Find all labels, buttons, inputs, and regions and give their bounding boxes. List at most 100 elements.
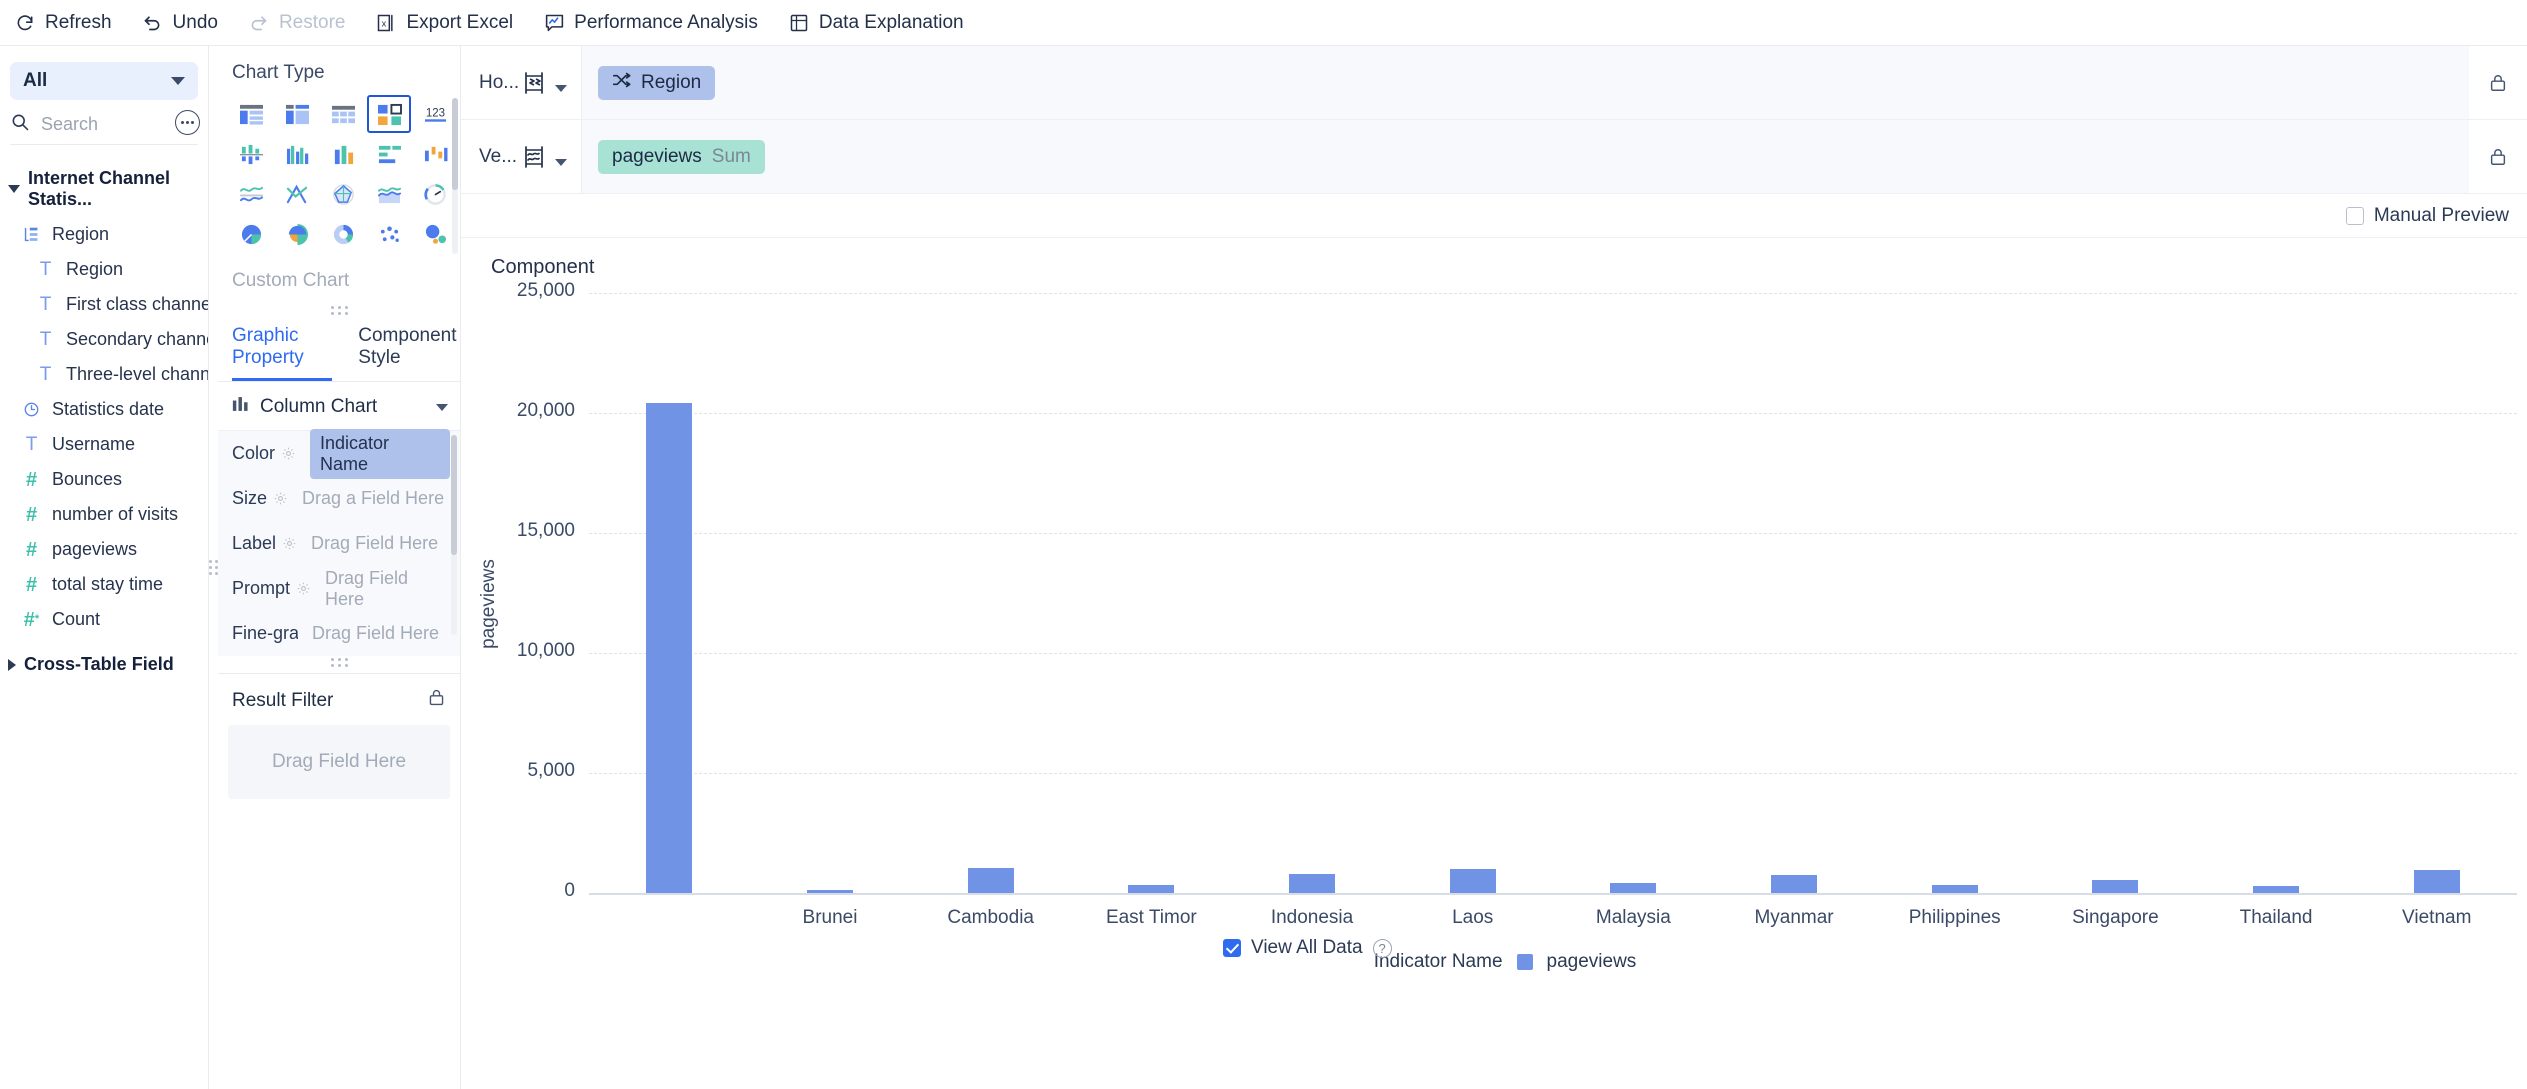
chart-type-indicator-card[interactable] xyxy=(366,94,412,134)
workspace: All Internet Channel Statis... xyxy=(0,46,2527,1089)
gear-icon[interactable] xyxy=(296,581,311,596)
sidebar-field-pageviews[interactable]: # pageviews xyxy=(0,532,208,567)
chart-type-column-chart[interactable] xyxy=(320,134,366,174)
property-value-slot[interactable]: Indicator Name xyxy=(310,428,450,479)
restore-button[interactable]: Restore xyxy=(248,12,345,34)
vertical-axis-icon[interactable] xyxy=(519,142,549,172)
tree-root-internet-channel[interactable]: Internet Channel Statis... xyxy=(0,161,208,217)
chart-type-bar-chart[interactable] xyxy=(366,134,412,174)
chart-type-scrollbar-thumb[interactable] xyxy=(452,98,458,190)
sidebar-field-first-class-channel-name[interactable]: T First class channel name xyxy=(0,287,208,322)
tree-cross-table-field[interactable]: Cross-Table Field xyxy=(0,647,208,682)
horizontal-axis-lock[interactable] xyxy=(2469,73,2527,93)
bar[interactable] xyxy=(1289,873,1336,893)
chart-type-line-chart[interactable] xyxy=(228,174,274,214)
chart-type-group-table[interactable] xyxy=(274,94,320,134)
bar[interactable] xyxy=(2092,879,2139,893)
bar[interactable] xyxy=(807,889,853,893)
bar[interactable] xyxy=(1610,883,1657,893)
property-value-slot[interactable]: Drag Field Here xyxy=(325,567,409,609)
tab-graphic-property[interactable]: Graphic Property xyxy=(232,325,333,381)
horizontal-axis-dropdown-caret[interactable] xyxy=(555,85,567,92)
sidebar-field-region[interactable]: T Region xyxy=(0,252,208,287)
property-label: Fine-grained xyxy=(232,623,298,643)
column-chart-section-header[interactable]: Column Chart xyxy=(218,382,460,431)
horizontal-axis-icon[interactable] xyxy=(519,68,549,98)
bar[interactable] xyxy=(1128,885,1175,893)
vertical-axis-dropdown-caret[interactable] xyxy=(555,159,567,166)
property-row-size[interactable]: Size Drag a Field Here xyxy=(218,476,460,521)
field-pill-indicator-name[interactable]: Indicator Name xyxy=(310,428,450,479)
undo-button[interactable]: Undo xyxy=(142,12,218,34)
export-excel-button[interactable]: x Export Excel xyxy=(375,12,513,34)
bar[interactable] xyxy=(1771,875,1818,893)
chart-type-rose-chart[interactable] xyxy=(274,214,320,254)
chart-type-bidirectional-bar[interactable] xyxy=(228,134,274,174)
chart-type-dual-axis-line[interactable] xyxy=(274,174,320,214)
properties-resize-handle[interactable] xyxy=(218,656,460,671)
bar[interactable] xyxy=(2413,870,2460,893)
chart-type-grouped-column[interactable] xyxy=(274,134,320,174)
property-row-prompt[interactable]: Prompt Drag Field Here xyxy=(218,566,460,611)
sidebar-field-three-level-channel-name[interactable]: T Three-level channel na... xyxy=(0,357,208,392)
vertical-axis-lock[interactable] xyxy=(2469,147,2527,167)
chart-type-detail-table[interactable] xyxy=(320,94,366,134)
chart-type-cross-table[interactable] xyxy=(228,94,274,134)
sidebar-field-secondary-channel-name[interactable]: T Secondary channel name xyxy=(0,322,208,357)
tab-component-style[interactable]: Component Style xyxy=(358,325,460,381)
sidebar-field-statistics-date[interactable]: Statistics date xyxy=(0,392,208,427)
property-row-label[interactable]: Label Drag Field Here xyxy=(218,521,460,566)
field-chip-region[interactable]: Region xyxy=(598,65,716,100)
chart-type-area-chart[interactable] xyxy=(366,174,412,214)
sidebar-field-total-stay-time[interactable]: # total stay time xyxy=(0,567,208,602)
properties-scrollbar-thumb[interactable] xyxy=(451,435,457,555)
chart-type-waterfall-chart[interactable] xyxy=(412,134,458,174)
more-options-icon[interactable] xyxy=(175,110,200,135)
sidebar-field-number-of-visits[interactable]: # number of visits xyxy=(0,497,208,532)
chart-type-gauge-chart[interactable] xyxy=(412,174,458,214)
data-explanation-button[interactable]: Data Explanation xyxy=(788,12,964,34)
refresh-button[interactable]: Refresh xyxy=(14,12,112,34)
help-icon[interactable]: ? xyxy=(1372,938,1392,958)
chart-type-donut-chart[interactable] xyxy=(320,214,366,254)
property-value-slot[interactable]: Drag Field Here xyxy=(312,623,440,643)
chart-type-bubble-chart[interactable] xyxy=(412,214,458,254)
shelf-divider xyxy=(581,46,582,119)
search-input[interactable] xyxy=(39,113,151,136)
property-row-fine-grained[interactable]: Fine-grained Drag Field Here xyxy=(218,611,460,656)
chart-type-kpi-number[interactable]: 123 xyxy=(412,94,458,134)
bar[interactable] xyxy=(2253,885,2300,893)
gear-icon[interactable] xyxy=(282,536,297,551)
chart-type-pie-chart[interactable] xyxy=(228,214,274,254)
horizontal-axis-dropzone[interactable]: Region xyxy=(582,46,2469,119)
x-tick-label: Philippines xyxy=(1908,907,2001,928)
performance-analysis-button[interactable]: Performance Analysis xyxy=(543,12,758,34)
result-filter-dropzone[interactable]: Drag Field Here xyxy=(228,725,450,799)
sidebar-field-bounces[interactable]: # Bounces xyxy=(0,462,208,497)
sidebar-resize-handle[interactable] xyxy=(209,46,218,1089)
bar-group xyxy=(1071,293,1232,893)
sidebar-field-count[interactable]: # * Count xyxy=(0,602,208,637)
view-all-data-checkbox[interactable] xyxy=(1223,939,1241,957)
gear-icon[interactable] xyxy=(281,446,296,461)
property-value-slot[interactable]: Drag Field Here xyxy=(311,533,439,553)
bar[interactable] xyxy=(646,403,693,893)
chart-type-radar-chart[interactable] xyxy=(320,174,366,214)
config-panel-resize-handle[interactable] xyxy=(218,304,460,319)
bar[interactable] xyxy=(967,867,1014,893)
result-filter-section: Result Filter Drag Field Here xyxy=(218,673,460,799)
field-chip-pageviews[interactable]: pageviews Sum xyxy=(598,139,765,174)
vertical-axis-dropzone[interactable]: pageviews Sum xyxy=(582,120,2469,193)
gear-icon[interactable] xyxy=(273,491,288,506)
sidebar-field-username[interactable]: T Username xyxy=(0,427,208,462)
property-value-slot[interactable]: Drag a Field Here xyxy=(302,488,445,508)
manual-preview-checkbox[interactable] xyxy=(2345,206,2364,225)
custom-chart-label[interactable]: Custom Chart xyxy=(232,270,350,291)
property-row-color[interactable]: Color Indicator Name xyxy=(218,428,460,479)
scope-select[interactable]: All xyxy=(10,62,198,100)
bar[interactable] xyxy=(1931,884,1978,893)
bar[interactable] xyxy=(1449,869,1496,893)
lock-icon[interactable] xyxy=(427,688,446,713)
chart-type-scatter-chart[interactable] xyxy=(366,214,412,254)
sidebar-field-region-hierarchy[interactable]: Region xyxy=(0,217,208,252)
